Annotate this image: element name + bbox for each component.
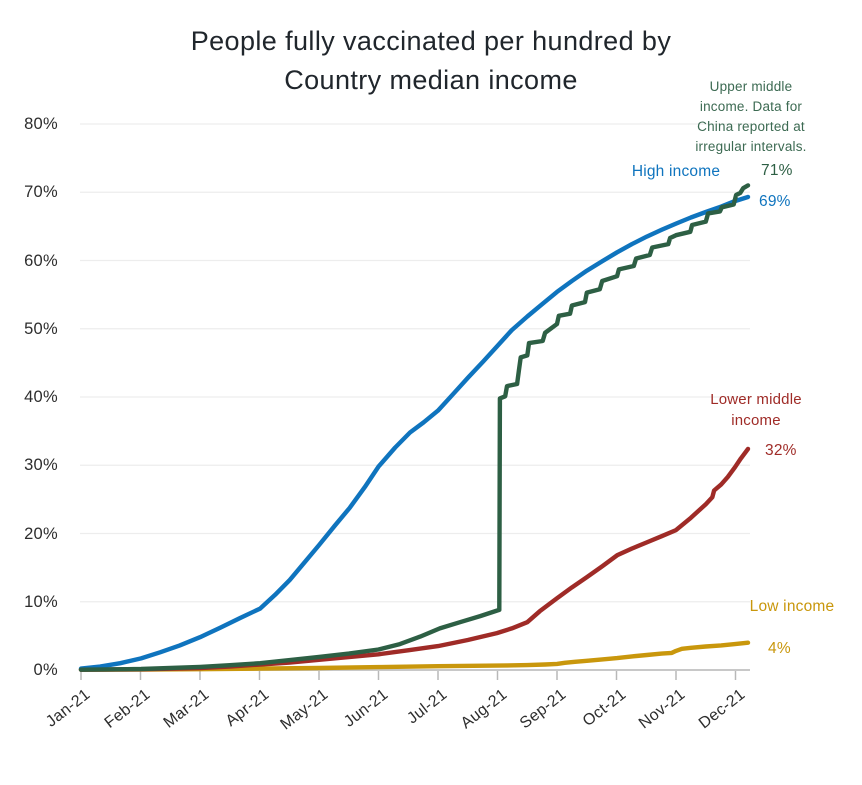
end-value-high-income: 69%	[759, 193, 791, 210]
label-high-income: High income	[631, 163, 721, 180]
end-value-upper-middle: 71%	[761, 162, 793, 179]
series-line-high_income	[78, 194, 751, 671]
y-axis-label: 70%	[24, 183, 58, 202]
y-axis-label: 50%	[24, 319, 58, 338]
y-axis-label: 0%	[33, 661, 58, 679]
y-axis-label: 20%	[24, 524, 58, 543]
end-value-low-income: 4%	[768, 640, 791, 657]
annotation-line: Upper middle	[709, 79, 793, 94]
y-axis-label: 40%	[24, 388, 58, 406]
label-low-income: Low income	[749, 598, 835, 615]
chart-title: People fully vaccinated per hundred by C…	[0, 22, 862, 100]
chart-title-line2: Country median income	[284, 65, 578, 95]
annotation-line: China reported at	[697, 119, 805, 134]
annotation-line: income. Data for	[699, 99, 803, 114]
label-lower-middle-line: Lower middle	[710, 391, 802, 408]
y-axis-label: 60%	[24, 251, 58, 270]
series-line-lower_middle	[78, 446, 751, 672]
annotation-line: irregular intervals.	[695, 139, 807, 154]
label-lower-middle-income: Lower middle income	[696, 389, 816, 431]
y-axis-label: 30%	[24, 456, 58, 475]
y-axis-label: 10%	[24, 592, 58, 611]
chart-title-line1: People fully vaccinated per hundred by	[190, 26, 672, 56]
label-lower-middle-line: income	[731, 412, 781, 429]
annotation-upper-middle-income: Upper middle income. Data for China repo…	[672, 77, 830, 157]
series-line-upper_middle	[78, 183, 751, 672]
end-value-lower-middle: 32%	[765, 442, 797, 459]
y-axis-label: 80%	[24, 115, 58, 133]
series-line-low_income	[78, 640, 751, 672]
